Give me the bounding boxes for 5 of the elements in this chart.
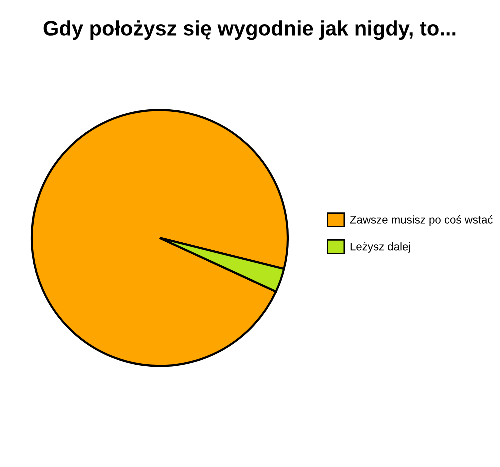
legend-label: Leżysz dalej	[350, 242, 410, 253]
chart-title: Gdy położysz się wygodnie jak nigdy, to...	[44, 20, 456, 40]
pie-slice	[30, 109, 290, 368]
pie-slice	[158, 237, 286, 293]
legend-label: Zawsze musisz po coś wstać	[350, 216, 493, 226]
